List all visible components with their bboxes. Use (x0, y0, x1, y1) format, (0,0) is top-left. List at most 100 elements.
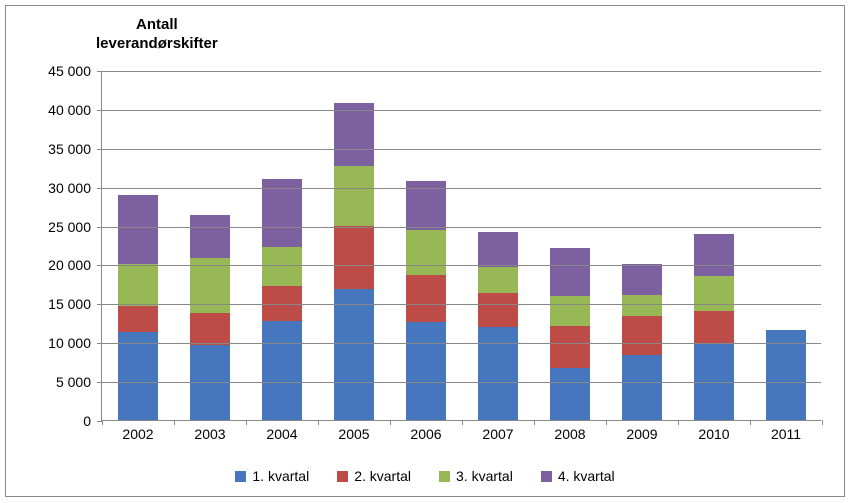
x-tick-mark (750, 420, 751, 425)
x-tick-label: 2005 (338, 426, 369, 442)
plot-area: 05 00010 00015 00020 00025 00030 00035 0… (101, 71, 821, 421)
gridline (102, 343, 821, 344)
x-tick-mark (102, 420, 103, 425)
bar-segment (118, 264, 158, 307)
y-tick-label: 30 000 (31, 180, 91, 196)
y-tick-mark (97, 71, 102, 72)
y-tick-mark (97, 265, 102, 266)
gridline (102, 149, 821, 150)
x-tick-label: 2008 (554, 426, 585, 442)
bar-group (478, 232, 518, 420)
gridline (102, 265, 821, 266)
x-tick-mark (606, 420, 607, 425)
bar-segment (478, 232, 518, 267)
bar-segment (334, 166, 374, 227)
bar-segment (478, 293, 518, 327)
x-tick-mark (390, 420, 391, 425)
bar-segment (694, 276, 734, 311)
bar-segment (262, 179, 302, 247)
legend-label: 4. kvartal (558, 468, 615, 484)
bar-segment (406, 275, 446, 322)
y-tick-label: 0 (31, 413, 91, 429)
bar-group (694, 234, 734, 420)
bar-segment (190, 215, 230, 259)
y-tick-label: 20 000 (31, 257, 91, 273)
y-tick-mark (97, 110, 102, 111)
bar-segment (334, 226, 374, 288)
y-tick-mark (97, 188, 102, 189)
y-tick-mark (97, 227, 102, 228)
y-tick-label: 5 000 (31, 374, 91, 390)
y-tick-mark (97, 149, 102, 150)
gridline (102, 71, 821, 72)
legend-label: 3. kvartal (456, 468, 513, 484)
bar-segment (550, 248, 590, 295)
x-tick-label: 2004 (266, 426, 297, 442)
bar-segment (550, 296, 590, 326)
gridline (102, 110, 821, 111)
x-tick-label: 2011 (771, 426, 801, 442)
legend: 1. kvartal 2. kvartal 3. kvartal 4. kvartal (6, 468, 844, 484)
bar-segment (262, 321, 302, 420)
bar-segment (118, 306, 158, 332)
y-tick-mark (97, 343, 102, 344)
y-tick-mark (97, 382, 102, 383)
legend-swatch (541, 471, 552, 482)
x-tick-mark (822, 420, 823, 425)
legend-label: 1. kvartal (252, 468, 309, 484)
x-tick-mark (246, 420, 247, 425)
x-tick-mark (318, 420, 319, 425)
ylabel-line-1: Antall (136, 16, 178, 33)
y-tick-label: 35 000 (31, 141, 91, 157)
bar-segment (550, 326, 590, 368)
bar-segment (550, 368, 590, 420)
gridline (102, 227, 821, 228)
x-tick-label: 2002 (122, 426, 153, 442)
legend-swatch (337, 471, 348, 482)
x-tick-mark (534, 420, 535, 425)
legend-swatch (235, 471, 246, 482)
x-tick-label: 2003 (194, 426, 225, 442)
gridline (102, 188, 821, 189)
bar-segment (262, 247, 302, 286)
y-axis-title: Antall leverandørskifter (96, 16, 218, 54)
legend-item: 3. kvartal (439, 468, 513, 484)
bar-group (406, 181, 446, 420)
legend-swatch (439, 471, 450, 482)
bar-segment (406, 230, 446, 275)
x-tick-label: 2007 (482, 426, 513, 442)
bar-segment (334, 289, 374, 420)
bar-segment (622, 316, 662, 356)
y-tick-mark (97, 304, 102, 305)
bar-segment (478, 327, 518, 420)
bar-group (550, 248, 590, 420)
bars-layer (102, 71, 821, 420)
legend-label: 2. kvartal (354, 468, 411, 484)
legend-item: 4. kvartal (541, 468, 615, 484)
bar-group (262, 179, 302, 420)
y-tick-label: 10 000 (31, 335, 91, 351)
gridline (102, 382, 821, 383)
x-tick-mark (678, 420, 679, 425)
bar-group (334, 103, 374, 420)
x-tick-label: 2010 (698, 426, 729, 442)
bar-group (190, 215, 230, 420)
y-tick-label: 25 000 (31, 219, 91, 235)
bar-segment (190, 313, 230, 345)
y-tick-label: 15 000 (31, 296, 91, 312)
bar-segment (334, 103, 374, 166)
y-tick-label: 40 000 (31, 102, 91, 118)
chart-container: Antall leverandørskifter 05 00010 00015 … (5, 5, 845, 497)
bar-segment (478, 267, 518, 293)
legend-item: 1. kvartal (235, 468, 309, 484)
bar-group (118, 195, 158, 420)
legend-item: 2. kvartal (337, 468, 411, 484)
ylabel-line-2: leverandørskifter (96, 35, 218, 52)
x-tick-label: 2006 (410, 426, 441, 442)
x-tick-mark (174, 420, 175, 425)
y-tick-label: 45 000 (31, 63, 91, 79)
bar-segment (622, 264, 662, 294)
gridline (102, 304, 821, 305)
bar-segment (622, 355, 662, 420)
x-tick-label: 2009 (626, 426, 657, 442)
